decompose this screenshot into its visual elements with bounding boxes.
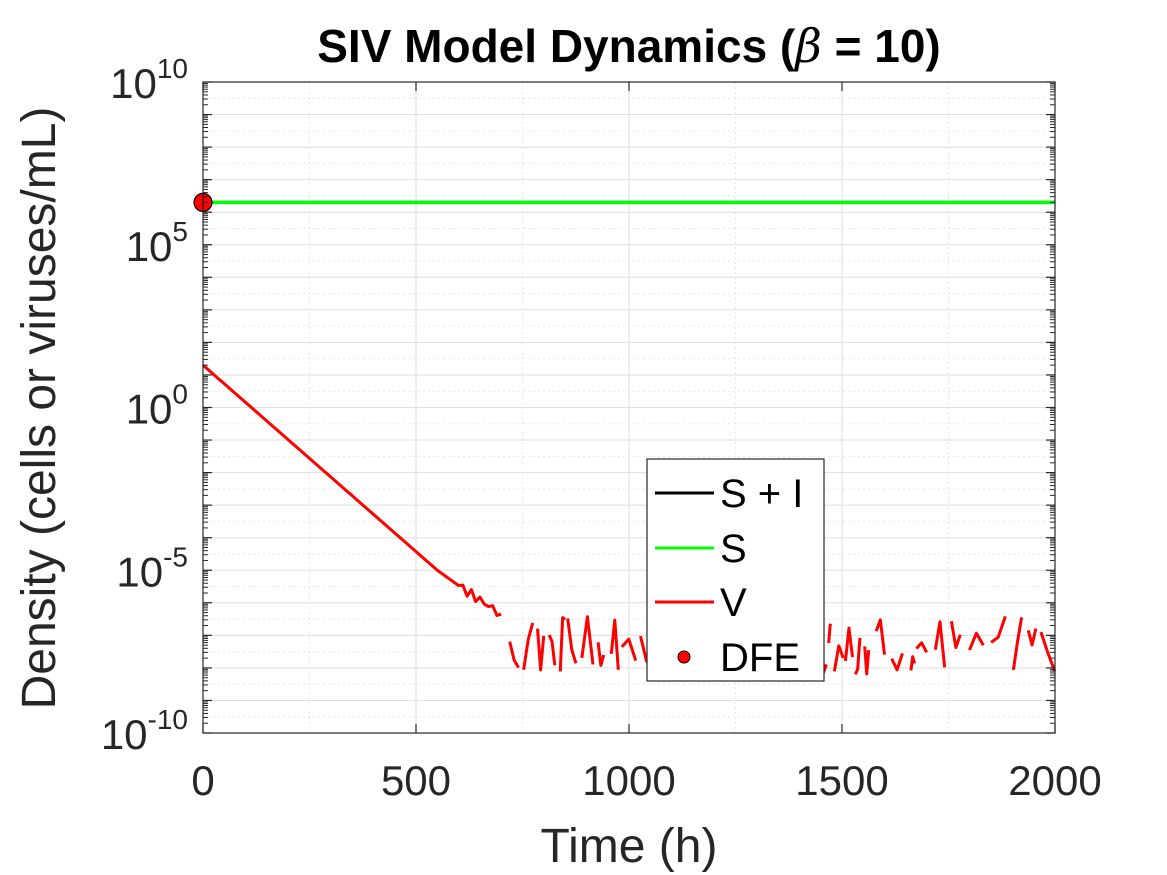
- series-line-v-segment: [832, 644, 845, 672]
- x-tick-label: 2000: [1008, 757, 1101, 804]
- series-line-v-segment: [536, 628, 546, 672]
- x-tick-label: 500: [381, 757, 451, 804]
- x-axis-label: Time (h): [541, 820, 718, 873]
- y-tick-labels: 10-10 10-5 100 105 1010: [101, 53, 188, 758]
- series-line-v-segment: [863, 646, 871, 676]
- legend: S + I SV DFE: [646, 458, 825, 682]
- series-line-v-segment: [566, 618, 578, 664]
- series-line-v-segment: [522, 622, 535, 671]
- x-tick-label: 1000: [582, 757, 675, 804]
- series-line-v-segment: [990, 615, 1007, 644]
- series-line-v-segment: [890, 652, 904, 672]
- x-tick-labels: 0 500 1000 1500 2000: [191, 757, 1101, 804]
- series-line-v-segment: [843, 626, 855, 662]
- series-line-v-segment: [968, 631, 985, 651]
- series-line-v-segment: [1026, 628, 1038, 647]
- series-line-v-segment: [547, 634, 557, 666]
- series-line-v-segment: [827, 623, 833, 644]
- series-line-v-segment: [874, 618, 887, 655]
- x-tick-label: 0: [191, 757, 214, 804]
- series-line-v-segment: [915, 641, 929, 654]
- y-tick-label: 100: [126, 379, 188, 433]
- major-grid: [202, 81, 1056, 734]
- series-line-v-segment: [596, 642, 606, 667]
- legend-box: [646, 458, 825, 682]
- chart-title: SIV Model Dynamics (β = 10): [317, 19, 941, 73]
- series-line-v-segment: [949, 621, 962, 650]
- series-line-v-segment: [620, 637, 638, 662]
- y-tick-label: 105: [126, 216, 188, 270]
- y-axis-label: Density (cells or viruses/mL): [13, 107, 66, 710]
- series-line-v-segment: [853, 637, 862, 675]
- y-tick-label: 1010: [110, 53, 188, 107]
- series-line-v-segment: [1039, 631, 1057, 672]
- series-line-v-segment: [508, 641, 520, 669]
- series-line-v: [202, 364, 502, 617]
- series-line-v-segment: [558, 616, 566, 672]
- series-line-v-segment: [609, 618, 620, 670]
- legend-label: S + I: [720, 472, 803, 516]
- y-tick-label: 10-10: [101, 704, 188, 758]
- legend-marker-dfe: [677, 650, 691, 664]
- series-line-v-segment: [1011, 617, 1024, 671]
- legend-label: S: [720, 527, 747, 571]
- x-tick-label: 1500: [795, 757, 888, 804]
- ticks: [202, 81, 1056, 734]
- series-line-v-segment: [933, 620, 947, 668]
- series-line-v-segment: [580, 615, 595, 665]
- legend-label: DFE: [720, 636, 800, 680]
- series-line-v-segment: [909, 655, 916, 671]
- y-tick-label: 10-5: [116, 541, 188, 595]
- legend-label: V: [720, 581, 747, 625]
